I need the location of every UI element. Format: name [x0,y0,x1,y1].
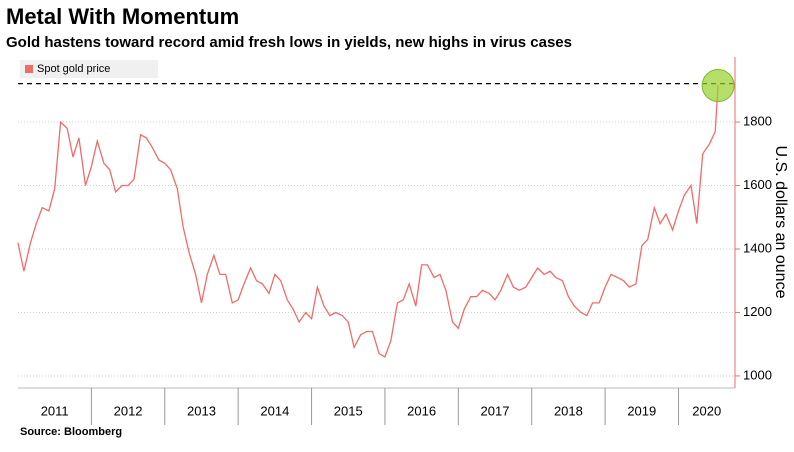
x-tick-label: 2013 [187,403,216,418]
y-tick-label: 1400 [743,240,772,255]
source: Source: Bloomberg [20,426,122,438]
x-tick-label: 2012 [114,403,143,418]
price-line [17,85,719,358]
x-tick-label: 2017 [481,403,510,418]
y-axis-label: U.S. dollars an ounce [772,146,789,299]
chart-title: Metal With Momentum [6,4,239,29]
x-tick-label: 2016 [407,403,436,418]
legend-box [20,60,158,78]
y-tick-label: 1000 [743,367,772,382]
legend-swatch [25,65,33,73]
x-tick-label: 2019 [627,403,656,418]
y-tick-label: 1800 [743,113,772,128]
highlight [701,69,735,103]
y-tick-label: 1200 [743,304,772,319]
x-tick-label: 2011 [41,403,69,418]
x-tick-label: 2014 [260,403,289,418]
x-tick-label: 2015 [334,403,363,418]
chart-subtitle: Gold hastens toward record amid fresh lo… [6,34,572,51]
legend-label: Spot gold price [37,63,110,75]
x-tick-label: 2018 [554,403,583,418]
x-tick-label: 2020 [692,403,721,418]
y-tick-label: 1600 [743,177,772,192]
